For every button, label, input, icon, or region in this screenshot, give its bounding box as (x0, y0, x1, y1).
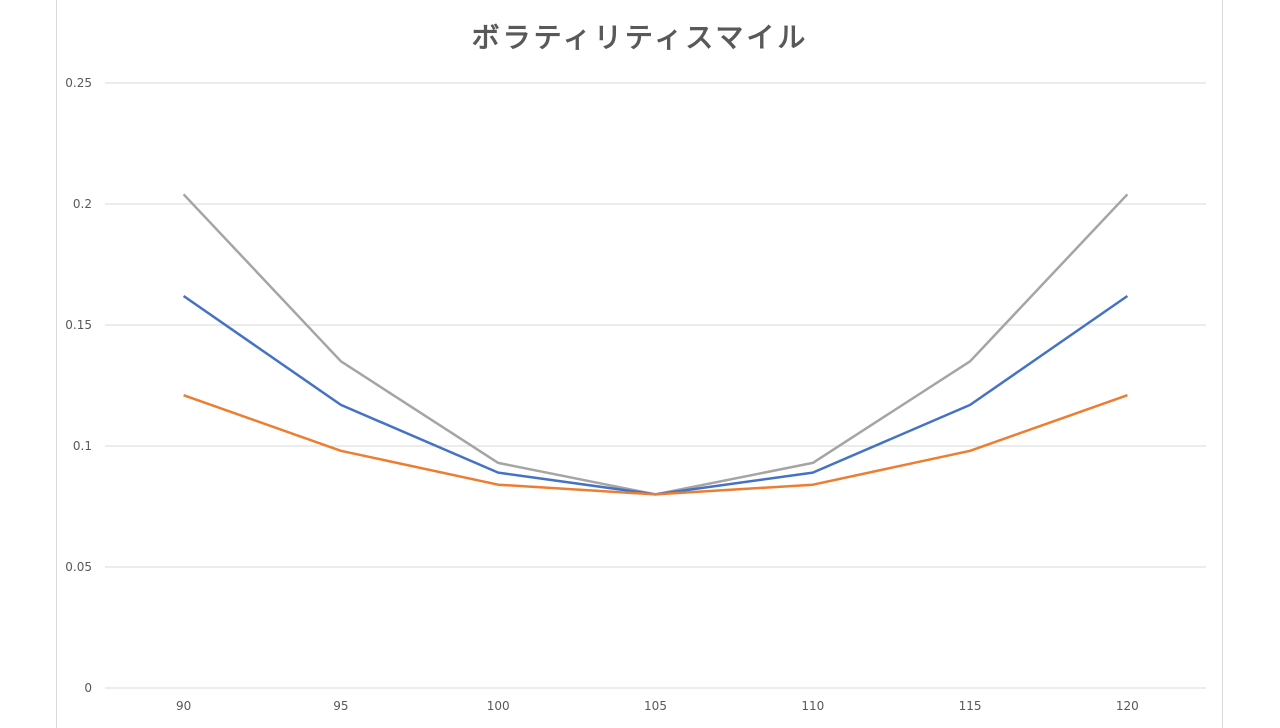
y-tick-label: 0.2 (73, 197, 92, 211)
y-axis-labels: 0 0.05 0.1 0.15 0.2 0.25 (65, 76, 92, 695)
y-tick-label: 0.1 (73, 439, 92, 453)
y-tick-label: 0.05 (65, 560, 92, 574)
x-tick-label: 110 (801, 699, 824, 713)
chart-title: ボラティリティスマイル (471, 21, 809, 54)
chart-area (56, 0, 1223, 728)
x-tick-label: 100 (487, 699, 510, 713)
y-tick-label: 0.25 (65, 76, 92, 90)
gridlines (105, 82, 1206, 689)
y-tick-label: 0 (84, 681, 92, 695)
x-tick-label: 95 (333, 699, 348, 713)
x-axis-labels: 90 95 100 105 110 115 120 (176, 699, 1139, 713)
x-tick-label: 115 (959, 699, 982, 713)
x-tick-label: 120 (1116, 699, 1139, 713)
y-tick-label: 0.15 (65, 318, 92, 332)
data-series (182, 193, 1129, 496)
series-orange-line (183, 394, 1128, 496)
series-blue-line (182, 294, 1129, 496)
series-gray-line (182, 193, 1129, 496)
x-tick-label: 105 (644, 699, 667, 713)
x-tick-label: 90 (176, 699, 191, 713)
